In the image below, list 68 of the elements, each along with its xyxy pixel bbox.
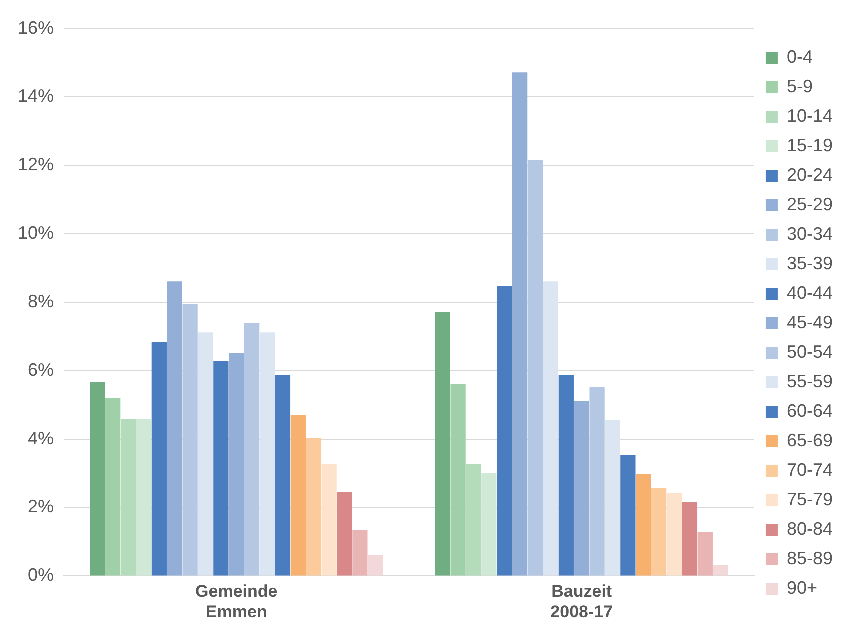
bar (543, 282, 559, 576)
legend-label: 60-64 (786, 400, 834, 421)
bar (152, 342, 167, 576)
legend-label: 75-79 (786, 489, 834, 510)
y-tick-label: 8% (28, 291, 54, 312)
y-tick-label: 6% (28, 360, 54, 380)
legend-label: 55-59 (786, 371, 834, 392)
bar (512, 72, 528, 576)
bar (306, 438, 322, 576)
legend-label: 0-4 (786, 46, 813, 67)
bar (558, 375, 574, 576)
legend-label: 15-19 (786, 135, 834, 156)
y-tick-label: 12% (18, 154, 54, 175)
y-tick-label: 14% (18, 86, 54, 106)
bar (260, 332, 276, 576)
bar (214, 361, 229, 576)
bar (352, 530, 368, 576)
bar (182, 304, 198, 576)
bar (435, 312, 450, 576)
legend-label: 65-69 (786, 430, 834, 450)
legend-label: 5-9 (786, 76, 813, 96)
bar (90, 382, 106, 576)
legend-label: 70-74 (786, 460, 834, 480)
legend-label: 90+ (786, 578, 818, 598)
x-tick-label: Bauzeit 2008-17 (550, 582, 614, 622)
bar (120, 420, 136, 576)
bar (620, 455, 636, 576)
legend-label: 80-84 (786, 518, 834, 539)
legend-label: 50-54 (786, 342, 834, 362)
bar (636, 474, 652, 576)
bar (136, 420, 152, 576)
bar (590, 387, 605, 576)
x-tick-label: Gemeinde Emmen (196, 582, 278, 622)
bar (290, 415, 306, 576)
bar (337, 492, 352, 576)
bar (450, 384, 466, 576)
legend-label: 45-49 (786, 312, 834, 332)
bar (198, 332, 214, 576)
bar (244, 323, 260, 576)
bar (229, 353, 244, 576)
legend-label: 25-29 (786, 194, 834, 214)
legend-label: 10-14 (786, 106, 834, 126)
legend-label: 20-24 (786, 164, 834, 185)
bar (322, 464, 337, 576)
bar (368, 555, 384, 576)
y-tick-label: 2% (28, 496, 54, 517)
legend-label: 40-44 (786, 282, 834, 303)
bar (466, 464, 482, 576)
legend-label: 85-89 (786, 548, 834, 568)
bar (666, 493, 682, 576)
bar (106, 398, 121, 576)
bar (682, 502, 698, 576)
bar (275, 375, 291, 576)
y-tick-label: 4% (28, 428, 54, 448)
bar (497, 286, 512, 576)
bar (167, 282, 182, 576)
legend-label: 30-34 (786, 224, 834, 244)
y-tick-label: 0% (28, 565, 54, 586)
bar (652, 488, 667, 576)
bar (574, 401, 590, 576)
bar (698, 532, 713, 576)
y-tick-label: 16% (18, 18, 54, 38)
bar (713, 565, 728, 576)
bar (482, 473, 497, 576)
y-tick-label: 10% (18, 223, 54, 244)
bar (605, 420, 620, 576)
bar (528, 160, 544, 576)
legend-label: 35-39 (786, 253, 834, 274)
